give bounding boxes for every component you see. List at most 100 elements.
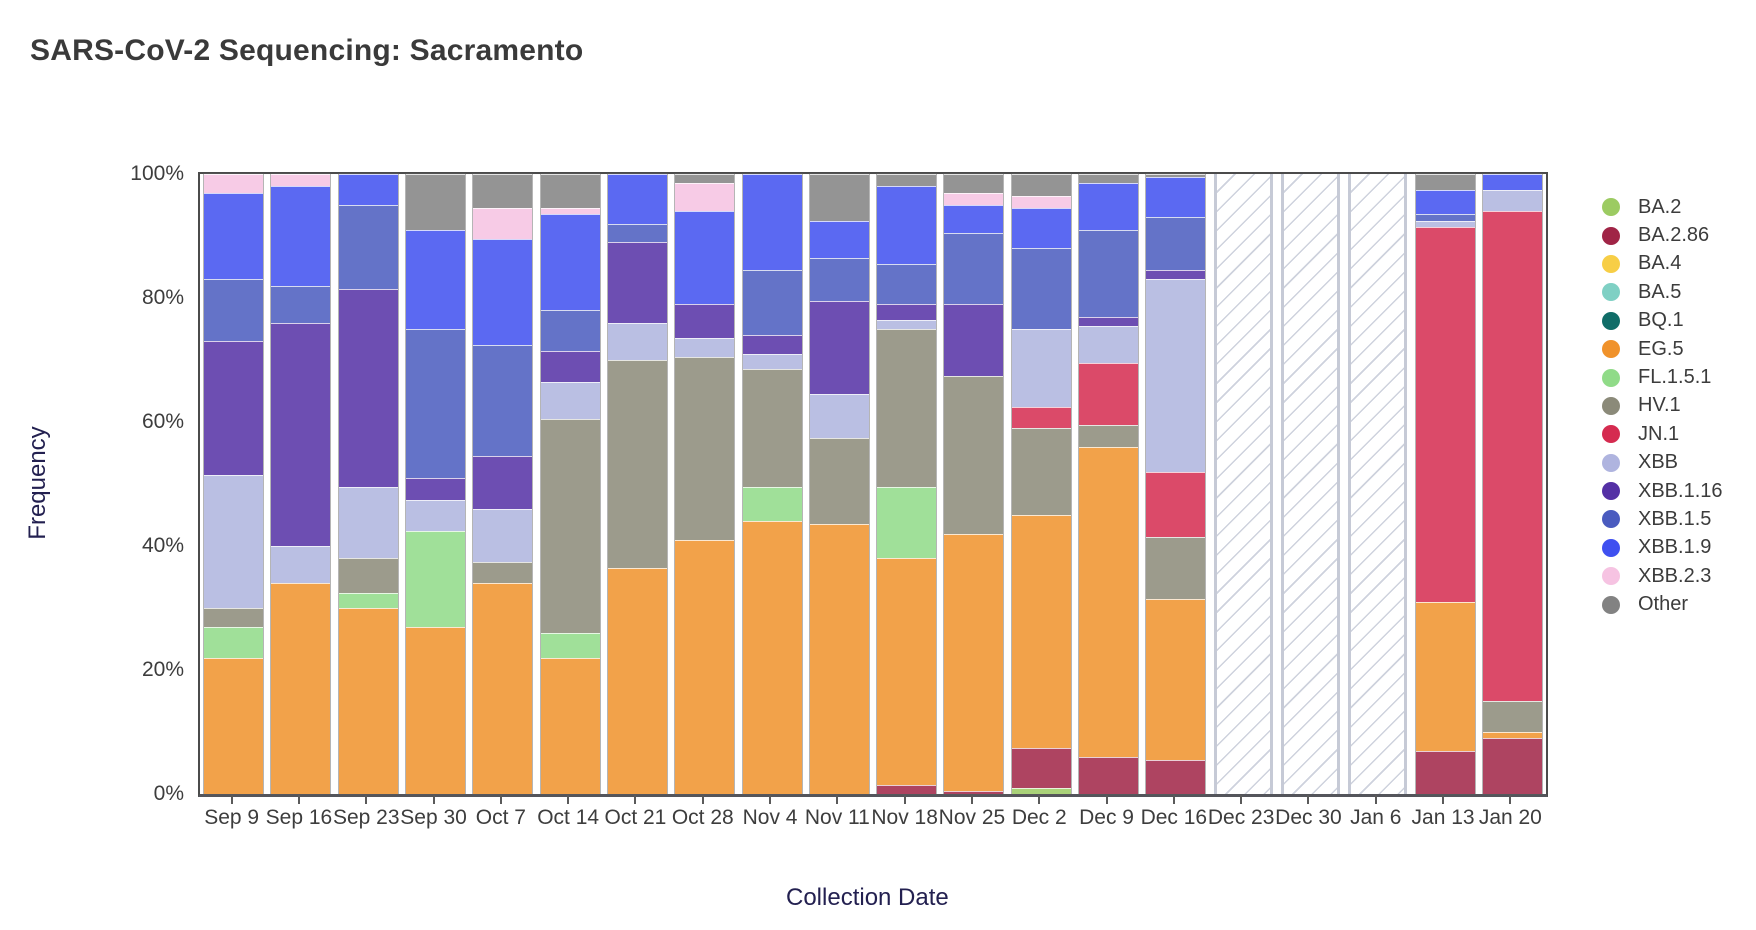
segment-xbb-1-16[interactable]	[742, 335, 802, 354]
bar-sep-16[interactable]	[270, 173, 332, 795]
segment-eg-5[interactable]	[204, 657, 264, 794]
segment-hv-1[interactable]	[607, 360, 667, 568]
segment-xbb-1-5[interactable]	[540, 310, 600, 351]
legend-item-ba-2[interactable]: BA.2	[1602, 193, 1723, 221]
segment-hv-1[interactable]	[1079, 425, 1139, 447]
segment-ba-2-86[interactable]	[944, 790, 1004, 794]
segment-other[interactable]	[1415, 174, 1475, 190]
segment-xbb-1-16[interactable]	[406, 477, 466, 500]
legend-item-xbb-2-3[interactable]: XBB.2.3	[1602, 562, 1723, 590]
segment-xbb[interactable]	[540, 381, 600, 419]
segment-ba-2-86[interactable]	[1482, 738, 1542, 794]
segment-fl-1-5-1[interactable]	[877, 487, 937, 559]
segment-xbb-1-9[interactable]	[1482, 174, 1542, 190]
segment-hv-1[interactable]	[204, 608, 264, 627]
segment-jn-1[interactable]	[1415, 226, 1475, 602]
segment-xbb-1-5[interactable]	[1079, 229, 1139, 317]
segment-fl-1-5-1[interactable]	[204, 626, 264, 658]
segment-other[interactable]	[540, 174, 600, 209]
bar-nov-11[interactable]	[808, 173, 870, 795]
segment-xbb-1-5[interactable]	[607, 223, 667, 243]
segment-xbb[interactable]	[1146, 279, 1206, 472]
segment-xbb-1-16[interactable]	[540, 350, 600, 382]
segment-eg-5[interactable]	[1079, 446, 1139, 757]
segment-xbb[interactable]	[809, 394, 869, 438]
segment-eg-5[interactable]	[877, 558, 937, 785]
legend-item-ba-2-86[interactable]: BA.2.86	[1602, 221, 1723, 249]
segment-fl-1-5-1[interactable]	[338, 592, 398, 608]
segment-xbb-2-3[interactable]	[540, 208, 600, 215]
segment-ba-2-86[interactable]	[877, 784, 937, 794]
segment-xbb-1-9[interactable]	[271, 186, 331, 286]
segment-jn-1[interactable]	[1011, 406, 1071, 429]
segment-other[interactable]	[473, 174, 533, 209]
segment-xbb-1-9[interactable]	[1079, 183, 1139, 230]
segment-other[interactable]	[1079, 174, 1139, 184]
segment-xbb-1-5[interactable]	[944, 232, 1004, 305]
segment-xbb-1-5[interactable]	[406, 329, 466, 478]
segment-xbb[interactable]	[1079, 325, 1139, 364]
segment-xbb-1-5[interactable]	[204, 279, 264, 342]
segment-xbb-1-16[interactable]	[1079, 316, 1139, 326]
segment-xbb-1-9[interactable]	[540, 214, 600, 311]
segment-xbb-1-16[interactable]	[944, 304, 1004, 376]
segment-xbb-1-9[interactable]	[675, 211, 735, 305]
segment-hv-1[interactable]	[1011, 428, 1071, 516]
bar-dec-16[interactable]	[1145, 173, 1207, 795]
segment-xbb-1-16[interactable]	[1146, 270, 1206, 280]
legend-item-xbb[interactable]: XBB	[1602, 449, 1723, 477]
segment-xbb[interactable]	[742, 353, 802, 370]
segment-eg-5[interactable]	[406, 626, 466, 794]
segment-xbb-1-5[interactable]	[473, 344, 533, 457]
segment-xbb-1-5[interactable]	[1146, 217, 1206, 271]
segment-xbb-1-16[interactable]	[877, 304, 937, 320]
bar-nov-18[interactable]	[876, 173, 938, 795]
segment-eg-5[interactable]	[809, 524, 869, 794]
segment-xbb-1-5[interactable]	[742, 270, 802, 336]
legend-item-jn-1[interactable]: JN.1	[1602, 420, 1723, 448]
segment-eg-5[interactable]	[675, 539, 735, 794]
bar-oct-21[interactable]	[606, 173, 668, 795]
segment-xbb-1-5[interactable]	[338, 205, 398, 289]
bar-nov-4[interactable]	[741, 173, 803, 795]
segment-eg-5[interactable]	[540, 657, 600, 794]
segment-xbb-2-3[interactable]	[944, 192, 1004, 206]
segment-xbb[interactable]	[406, 499, 466, 531]
bar-jan-13[interactable]	[1414, 173, 1476, 795]
segment-xbb-1-9[interactable]	[944, 205, 1004, 233]
bar-oct-14[interactable]	[539, 173, 601, 795]
segment-eg-5[interactable]	[1146, 598, 1206, 760]
bar-sep-23[interactable]	[337, 173, 399, 795]
segment-xbb-1-9[interactable]	[742, 174, 802, 271]
segment-xbb-2-3[interactable]	[1011, 195, 1071, 209]
segment-xbb-1-5[interactable]	[1011, 248, 1071, 330]
segment-xbb-1-5[interactable]	[877, 263, 937, 305]
segment-xbb[interactable]	[204, 474, 264, 609]
legend-item-hv-1[interactable]: HV.1	[1602, 392, 1723, 420]
segment-fl-1-5-1[interactable]	[540, 632, 600, 658]
segment-xbb-1-16[interactable]	[607, 242, 667, 323]
segment-hv-1[interactable]	[742, 369, 802, 488]
segment-eg-5[interactable]	[944, 533, 1004, 791]
segment-ba-2-86[interactable]	[1415, 750, 1475, 794]
segment-eg-5[interactable]	[271, 583, 331, 794]
segment-xbb-1-9[interactable]	[1011, 208, 1071, 249]
segment-eg-5[interactable]	[742, 521, 802, 794]
bar-dec-9[interactable]	[1078, 173, 1140, 795]
segment-hv-1[interactable]	[675, 356, 735, 540]
segment-eg-5[interactable]	[473, 583, 533, 794]
legend-item-xbb-1-16[interactable]: XBB.1.16	[1602, 477, 1723, 505]
segment-hv-1[interactable]	[877, 329, 937, 488]
segment-hv-1[interactable]	[1146, 536, 1206, 599]
legend-item-xbb-1-5[interactable]: XBB.1.5	[1602, 505, 1723, 533]
segment-other[interactable]	[877, 174, 937, 187]
segment-hv-1[interactable]	[809, 437, 869, 525]
segment-xbb-1-9[interactable]	[204, 192, 264, 280]
bar-sep-9[interactable]	[203, 173, 265, 795]
segment-hv-1[interactable]	[944, 375, 1004, 534]
segment-xbb-1-16[interactable]	[338, 288, 398, 488]
segment-xbb-1-9[interactable]	[607, 174, 667, 224]
segment-jn-1[interactable]	[1146, 471, 1206, 537]
segment-xbb-1-9[interactable]	[1415, 189, 1475, 215]
legend-item-xbb-1-9[interactable]: XBB.1.9	[1602, 534, 1723, 562]
